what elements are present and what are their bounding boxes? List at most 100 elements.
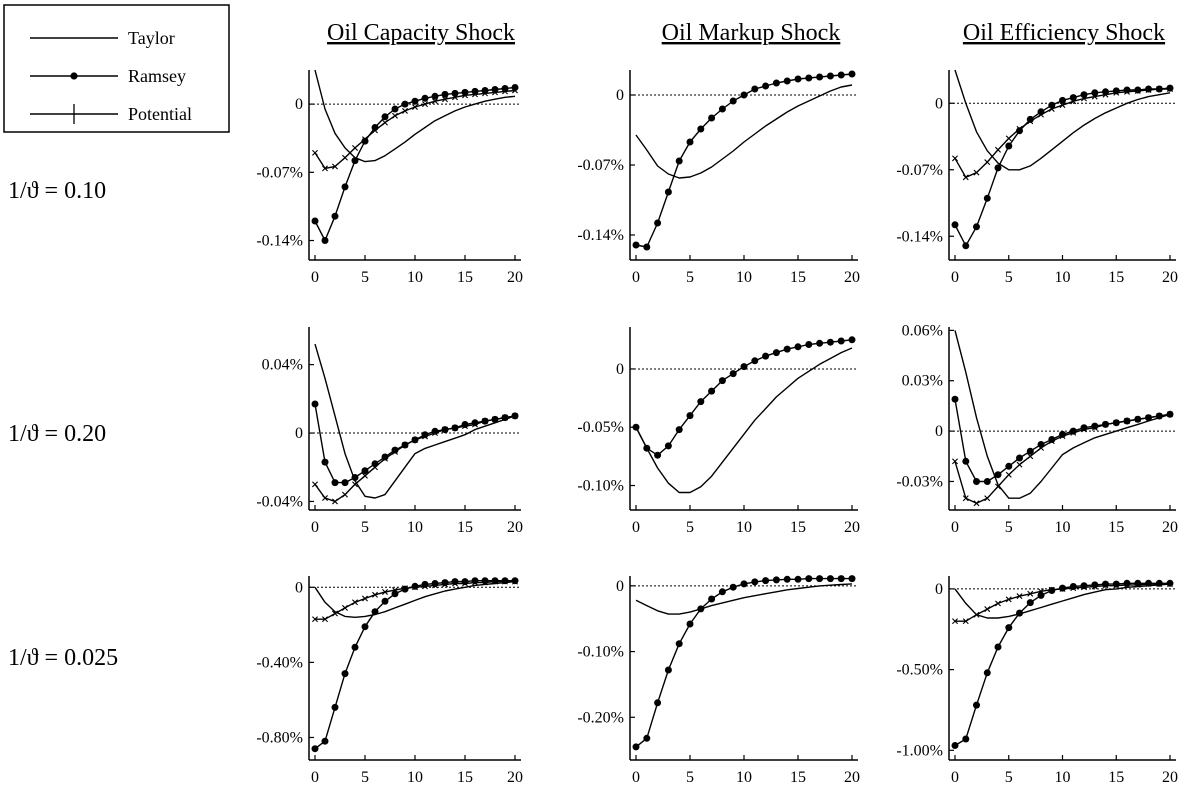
data-point-potential bbox=[1081, 95, 1087, 102]
data-point-potential bbox=[1145, 581, 1152, 588]
cross-stroke bbox=[1134, 416, 1141, 423]
cross-stroke bbox=[1156, 412, 1163, 419]
data-point-ramsey bbox=[381, 453, 389, 461]
data-point-ramsey bbox=[951, 742, 959, 749]
data-point-potential bbox=[462, 580, 468, 587]
data-point-potential bbox=[342, 604, 348, 611]
cross-stroke bbox=[1167, 581, 1173, 588]
cross-stroke bbox=[1059, 102, 1066, 109]
cross-stroke bbox=[312, 149, 318, 156]
x-tick-label: 0 bbox=[632, 519, 640, 536]
data-point-potential bbox=[1091, 424, 1098, 431]
cross-stroke bbox=[1091, 93, 1098, 100]
x-tick-label: 20 bbox=[844, 769, 860, 786]
data-point-potential bbox=[962, 618, 969, 625]
cross-stroke bbox=[1048, 105, 1055, 112]
data-point-potential bbox=[1124, 88, 1130, 95]
data-point-potential bbox=[492, 89, 498, 96]
data-point-ramsey bbox=[1048, 436, 1056, 443]
y-tick-label: -0.14% bbox=[256, 233, 303, 250]
chart-panel-1-2: 0.06% 0.03% 0 -0.03% 0 5 10 15 20 bbox=[896, 322, 1178, 536]
data-point-potential bbox=[392, 587, 398, 594]
data-point-potential bbox=[352, 144, 358, 151]
cross-stroke bbox=[1113, 419, 1120, 426]
data-point-ramsey bbox=[983, 669, 991, 677]
series-line-potential bbox=[954, 413, 1171, 504]
data-point-potential bbox=[402, 585, 408, 592]
cross-stroke bbox=[362, 472, 368, 479]
cross-stroke bbox=[1102, 582, 1109, 589]
cross-stroke bbox=[462, 92, 468, 99]
cross-stroke bbox=[1005, 471, 1012, 478]
cross-stroke bbox=[973, 500, 980, 507]
data-point-ramsey bbox=[1016, 454, 1023, 462]
x-tick-label: 0 bbox=[951, 519, 959, 536]
data-point-ramsey bbox=[1059, 584, 1066, 592]
y-tick-label: 0 bbox=[935, 423, 943, 440]
cross-stroke bbox=[352, 481, 358, 488]
y-tick-label: 0 bbox=[935, 581, 943, 598]
y-tick-label: 0 bbox=[295, 425, 303, 442]
data-point-ramsey bbox=[686, 412, 694, 420]
data-point-ramsey bbox=[511, 577, 519, 585]
data-point-ramsey bbox=[664, 666, 672, 674]
data-point-potential bbox=[973, 500, 980, 507]
data-point-potential bbox=[382, 588, 388, 595]
cross-stroke bbox=[342, 604, 348, 611]
data-point-potential bbox=[382, 119, 388, 126]
data-point-potential bbox=[984, 495, 991, 502]
cross-stroke bbox=[1059, 433, 1066, 440]
x-tick-label: 10 bbox=[736, 269, 752, 286]
y-tick-label: -1.00% bbox=[896, 742, 943, 759]
data-point-ramsey bbox=[381, 113, 389, 121]
cross-stroke bbox=[492, 416, 498, 423]
data-point-ramsey bbox=[686, 620, 694, 628]
data-point-ramsey bbox=[1166, 84, 1174, 92]
cross-stroke bbox=[362, 136, 368, 143]
cross-stroke bbox=[432, 430, 438, 437]
data-point-potential bbox=[1016, 461, 1023, 468]
cross-stroke bbox=[452, 580, 458, 587]
data-point-ramsey bbox=[718, 588, 726, 596]
x-tick-label: 20 bbox=[1162, 769, 1178, 786]
data-point-ramsey bbox=[994, 164, 1002, 172]
data-point-ramsey bbox=[1134, 86, 1142, 94]
cross-stroke bbox=[1124, 581, 1130, 588]
y-tick-label: -0.40% bbox=[256, 654, 303, 671]
series-line-taylor bbox=[635, 347, 853, 494]
data-point-ramsey bbox=[654, 451, 662, 459]
cross-stroke bbox=[442, 96, 448, 103]
data-point-ramsey bbox=[837, 71, 845, 79]
cross-stroke bbox=[1027, 590, 1034, 597]
cross-stroke bbox=[352, 144, 358, 151]
y-tick-label: -0.07% bbox=[577, 157, 624, 174]
cross-stroke bbox=[1059, 585, 1066, 592]
data-point-potential bbox=[1091, 93, 1098, 100]
data-point-ramsey bbox=[675, 426, 683, 434]
data-point-potential bbox=[1102, 421, 1109, 428]
data-point-potential bbox=[1156, 581, 1163, 588]
data-point-potential bbox=[1027, 453, 1034, 460]
cross-stroke bbox=[342, 491, 348, 498]
y-tick-label: -0.14% bbox=[896, 228, 943, 245]
data-point-ramsey bbox=[431, 92, 439, 100]
cross-stroke bbox=[462, 580, 468, 587]
x-tick-label: 20 bbox=[1162, 269, 1178, 286]
data-point-potential bbox=[342, 491, 348, 498]
data-point-ramsey bbox=[1026, 599, 1034, 607]
data-point-potential bbox=[952, 155, 958, 162]
data-point-potential bbox=[1016, 593, 1023, 600]
data-point-potential bbox=[372, 591, 378, 598]
data-point-potential bbox=[472, 579, 478, 586]
data-point-ramsey bbox=[411, 582, 419, 590]
data-point-potential bbox=[1134, 416, 1141, 423]
series-line-ramsey bbox=[954, 582, 1170, 747]
cross-stroke bbox=[995, 146, 1001, 153]
data-point-potential bbox=[322, 616, 328, 623]
legend-box bbox=[3, 4, 230, 133]
cross-stroke bbox=[332, 610, 338, 617]
data-point-potential bbox=[512, 578, 518, 585]
x-tick-label: 15 bbox=[457, 269, 473, 286]
data-point-ramsey bbox=[1016, 127, 1023, 135]
data-point-ramsey bbox=[973, 478, 980, 485]
